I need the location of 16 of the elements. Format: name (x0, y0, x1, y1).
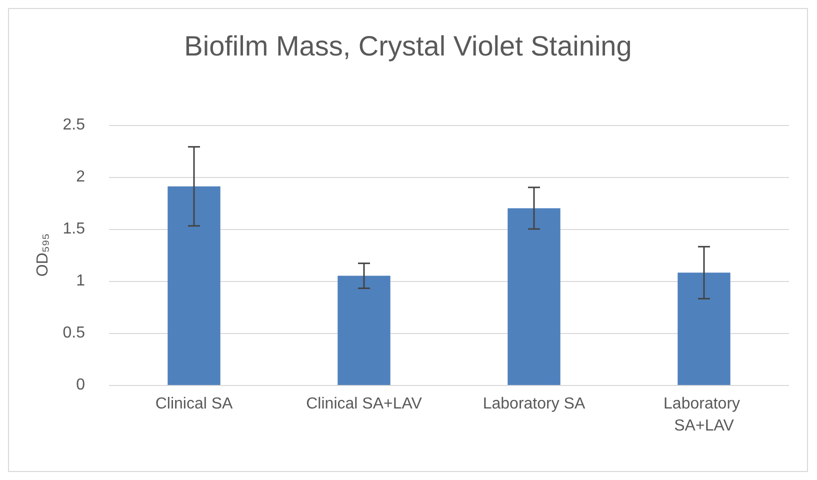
y-axis-title: OD₅₉₅ (34, 233, 52, 277)
x-tick-label: Clinical SA (155, 396, 234, 412)
x-tick-label: Laboratory SA (482, 396, 586, 412)
x-tick-label: Laboratory SA+LAV (664, 396, 744, 434)
y-tick-label: 1 (76, 272, 86, 290)
bar (508, 208, 560, 385)
bar (678, 272, 730, 385)
chart-title: Biofilm Mass, Crystal Violet Staining (184, 30, 632, 62)
y-tick-label: 1.5 (62, 220, 86, 238)
y-tick-label: 2.5 (62, 116, 86, 134)
y-tick-label: 2 (76, 168, 86, 186)
y-tick-label: 0 (76, 376, 86, 394)
bar (168, 186, 220, 385)
bar (338, 276, 390, 385)
y-tick-label: 0.5 (62, 324, 86, 342)
x-tick-label: Clinical SA+LAV (306, 396, 422, 412)
